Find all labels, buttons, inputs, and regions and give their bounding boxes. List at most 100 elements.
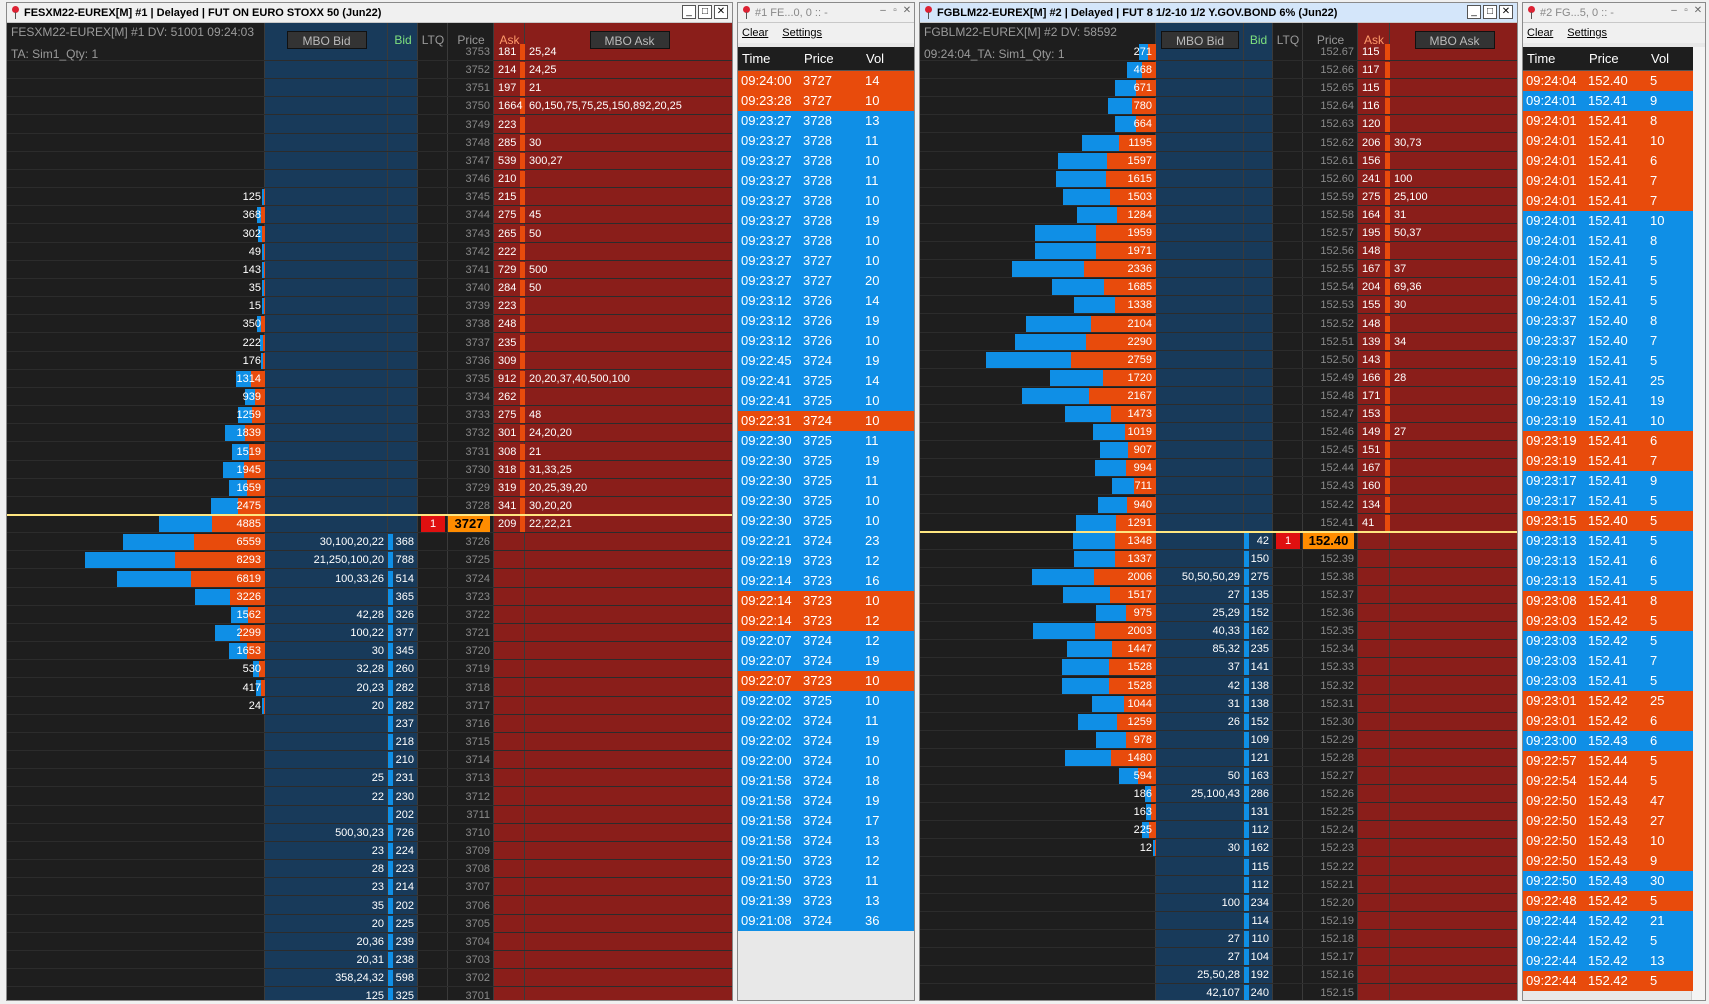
- bid-size[interactable]: 214: [395, 881, 414, 894]
- ladder-row[interactable]: [7, 660, 732, 679]
- ladder-row[interactable]: [920, 948, 1517, 966]
- bid-size[interactable]: 240: [1250, 987, 1269, 1000]
- ladder-row[interactable]: [920, 532, 1517, 550]
- price-level[interactable]: 3701: [465, 990, 490, 1001]
- ladder-row[interactable]: [7, 388, 732, 407]
- price-level[interactable]: 152.31: [1320, 697, 1354, 710]
- price-level[interactable]: 152.59: [1320, 190, 1354, 203]
- ladder-row[interactable]: [7, 443, 732, 461]
- bid-header[interactable]: Bid: [394, 33, 412, 47]
- ladder-row[interactable]: [920, 260, 1517, 279]
- price-level[interactable]: 3753: [465, 46, 490, 58]
- ladder-row[interactable]: [7, 588, 732, 606]
- vol-header[interactable]: Vol: [1651, 51, 1670, 66]
- ladder-row[interactable]: [7, 170, 732, 189]
- close-icon[interactable]: ✕: [714, 5, 728, 19]
- bid-size[interactable]: 138: [1250, 697, 1269, 710]
- bid-size[interactable]: 218: [395, 736, 414, 749]
- price-level[interactable]: 152.49: [1320, 371, 1354, 384]
- price-level[interactable]: 152.32: [1320, 679, 1354, 692]
- ladder-row[interactable]: [7, 279, 732, 298]
- pin-icon[interactable]: [924, 6, 933, 19]
- ask-size[interactable]: 120: [1362, 118, 1381, 131]
- title-bar[interactable]: #1 FE...0, 0 :: - – ▫ ✕: [738, 3, 914, 23]
- price-level[interactable]: 3718: [465, 681, 490, 694]
- ladder-row[interactable]: [7, 424, 732, 443]
- ask-size[interactable]: 248: [498, 318, 517, 331]
- ask-size[interactable]: 153: [1362, 408, 1381, 420]
- price-level[interactable]: 152.60: [1320, 172, 1354, 185]
- ladder-row[interactable]: [920, 296, 1517, 315]
- price-level[interactable]: 3737: [465, 336, 490, 349]
- ask-size[interactable]: 117: [1362, 64, 1380, 77]
- title-bar[interactable]: #2 FG...5, 0 :: - – ▫ ✕: [1523, 3, 1705, 23]
- ltq-header[interactable]: LTQ: [1276, 33, 1300, 47]
- price-level[interactable]: 3749: [465, 118, 490, 131]
- bid-size[interactable]: 377: [395, 627, 414, 640]
- price-level[interactable]: 3751: [465, 82, 490, 95]
- ladder-row[interactable]: [920, 568, 1517, 586]
- price-level[interactable]: 152.19: [1320, 914, 1354, 927]
- bid-size[interactable]: 225: [395, 917, 414, 930]
- ask-size[interactable]: 149: [1362, 426, 1381, 439]
- price-level[interactable]: 152.42: [1320, 498, 1354, 511]
- price-level[interactable]: 152.61: [1320, 154, 1354, 167]
- bid-size[interactable]: 223: [395, 863, 414, 876]
- ask-size[interactable]: 41: [1362, 516, 1375, 529]
- price-level[interactable]: 3719: [465, 663, 490, 676]
- bid-size[interactable]: 237: [395, 717, 414, 730]
- price-level[interactable]: 3739: [465, 300, 490, 313]
- price-level[interactable]: 152.23: [1320, 842, 1354, 855]
- price-level[interactable]: 152.28: [1320, 751, 1354, 764]
- bid-size[interactable]: 152: [1250, 607, 1269, 620]
- ladder-row[interactable]: [7, 969, 732, 988]
- price-level[interactable]: 152.22: [1320, 860, 1354, 873]
- bid-size[interactable]: 260: [395, 663, 414, 676]
- ladder-row[interactable]: [920, 134, 1517, 152]
- price-level[interactable]: 152.50: [1320, 353, 1354, 366]
- ladder-row[interactable]: [7, 188, 732, 207]
- ask-size[interactable]: 204: [1362, 281, 1381, 294]
- price-level[interactable]: 3729: [465, 481, 490, 494]
- ask-size[interactable]: 155: [1362, 299, 1381, 312]
- ladder-row[interactable]: [7, 642, 732, 661]
- price-level[interactable]: 152.37: [1320, 589, 1354, 601]
- ladder-row[interactable]: [7, 897, 732, 915]
- ladder-row[interactable]: [920, 315, 1517, 333]
- bid-size[interactable]: 163: [1250, 770, 1269, 782]
- ladder-row[interactable]: [920, 930, 1517, 948]
- ladder-row[interactable]: [920, 858, 1517, 876]
- price-level[interactable]: 3710: [465, 826, 490, 839]
- ladder-row[interactable]: [920, 97, 1517, 116]
- price-level[interactable]: 3745: [465, 191, 490, 204]
- price-level[interactable]: 3702: [465, 972, 490, 985]
- price-level[interactable]: 152.40: [1303, 532, 1354, 549]
- price-level[interactable]: 152.39: [1320, 552, 1354, 565]
- ladder-row[interactable]: [920, 61, 1517, 80]
- ask-size[interactable]: 148: [1362, 245, 1381, 258]
- ask-size[interactable]: 206: [1362, 136, 1381, 149]
- ask-size[interactable]: 166: [1362, 371, 1381, 384]
- ladder-row[interactable]: [7, 61, 732, 80]
- price-level[interactable]: 3704: [465, 935, 490, 948]
- maximize-icon[interactable]: □: [698, 5, 712, 19]
- bid-size[interactable]: 112: [1251, 878, 1269, 891]
- ladder-row[interactable]: [920, 695, 1517, 713]
- ladder-row[interactable]: [920, 821, 1517, 840]
- price-level[interactable]: 3711: [466, 808, 490, 821]
- price-level[interactable]: 152.43: [1320, 480, 1354, 493]
- ask-size[interactable]: 318: [498, 463, 517, 476]
- price-level[interactable]: 152.44: [1320, 462, 1354, 475]
- ask-size[interactable]: 319: [498, 481, 517, 494]
- ladder-row[interactable]: [7, 461, 732, 479]
- bid-size[interactable]: 275: [1250, 570, 1269, 583]
- bid-size[interactable]: 368: [395, 536, 414, 549]
- clear-button[interactable]: Clear: [742, 27, 769, 39]
- price-level[interactable]: 152.54: [1320, 281, 1354, 294]
- ladder-row[interactable]: [920, 387, 1517, 405]
- bid-size[interactable]: 152: [1250, 715, 1269, 728]
- ladder-row[interactable]: [920, 912, 1517, 930]
- bid-size[interactable]: 150: [1250, 552, 1269, 565]
- maximize-icon[interactable]: □: [1483, 5, 1497, 19]
- price-level[interactable]: 152.35: [1320, 625, 1354, 638]
